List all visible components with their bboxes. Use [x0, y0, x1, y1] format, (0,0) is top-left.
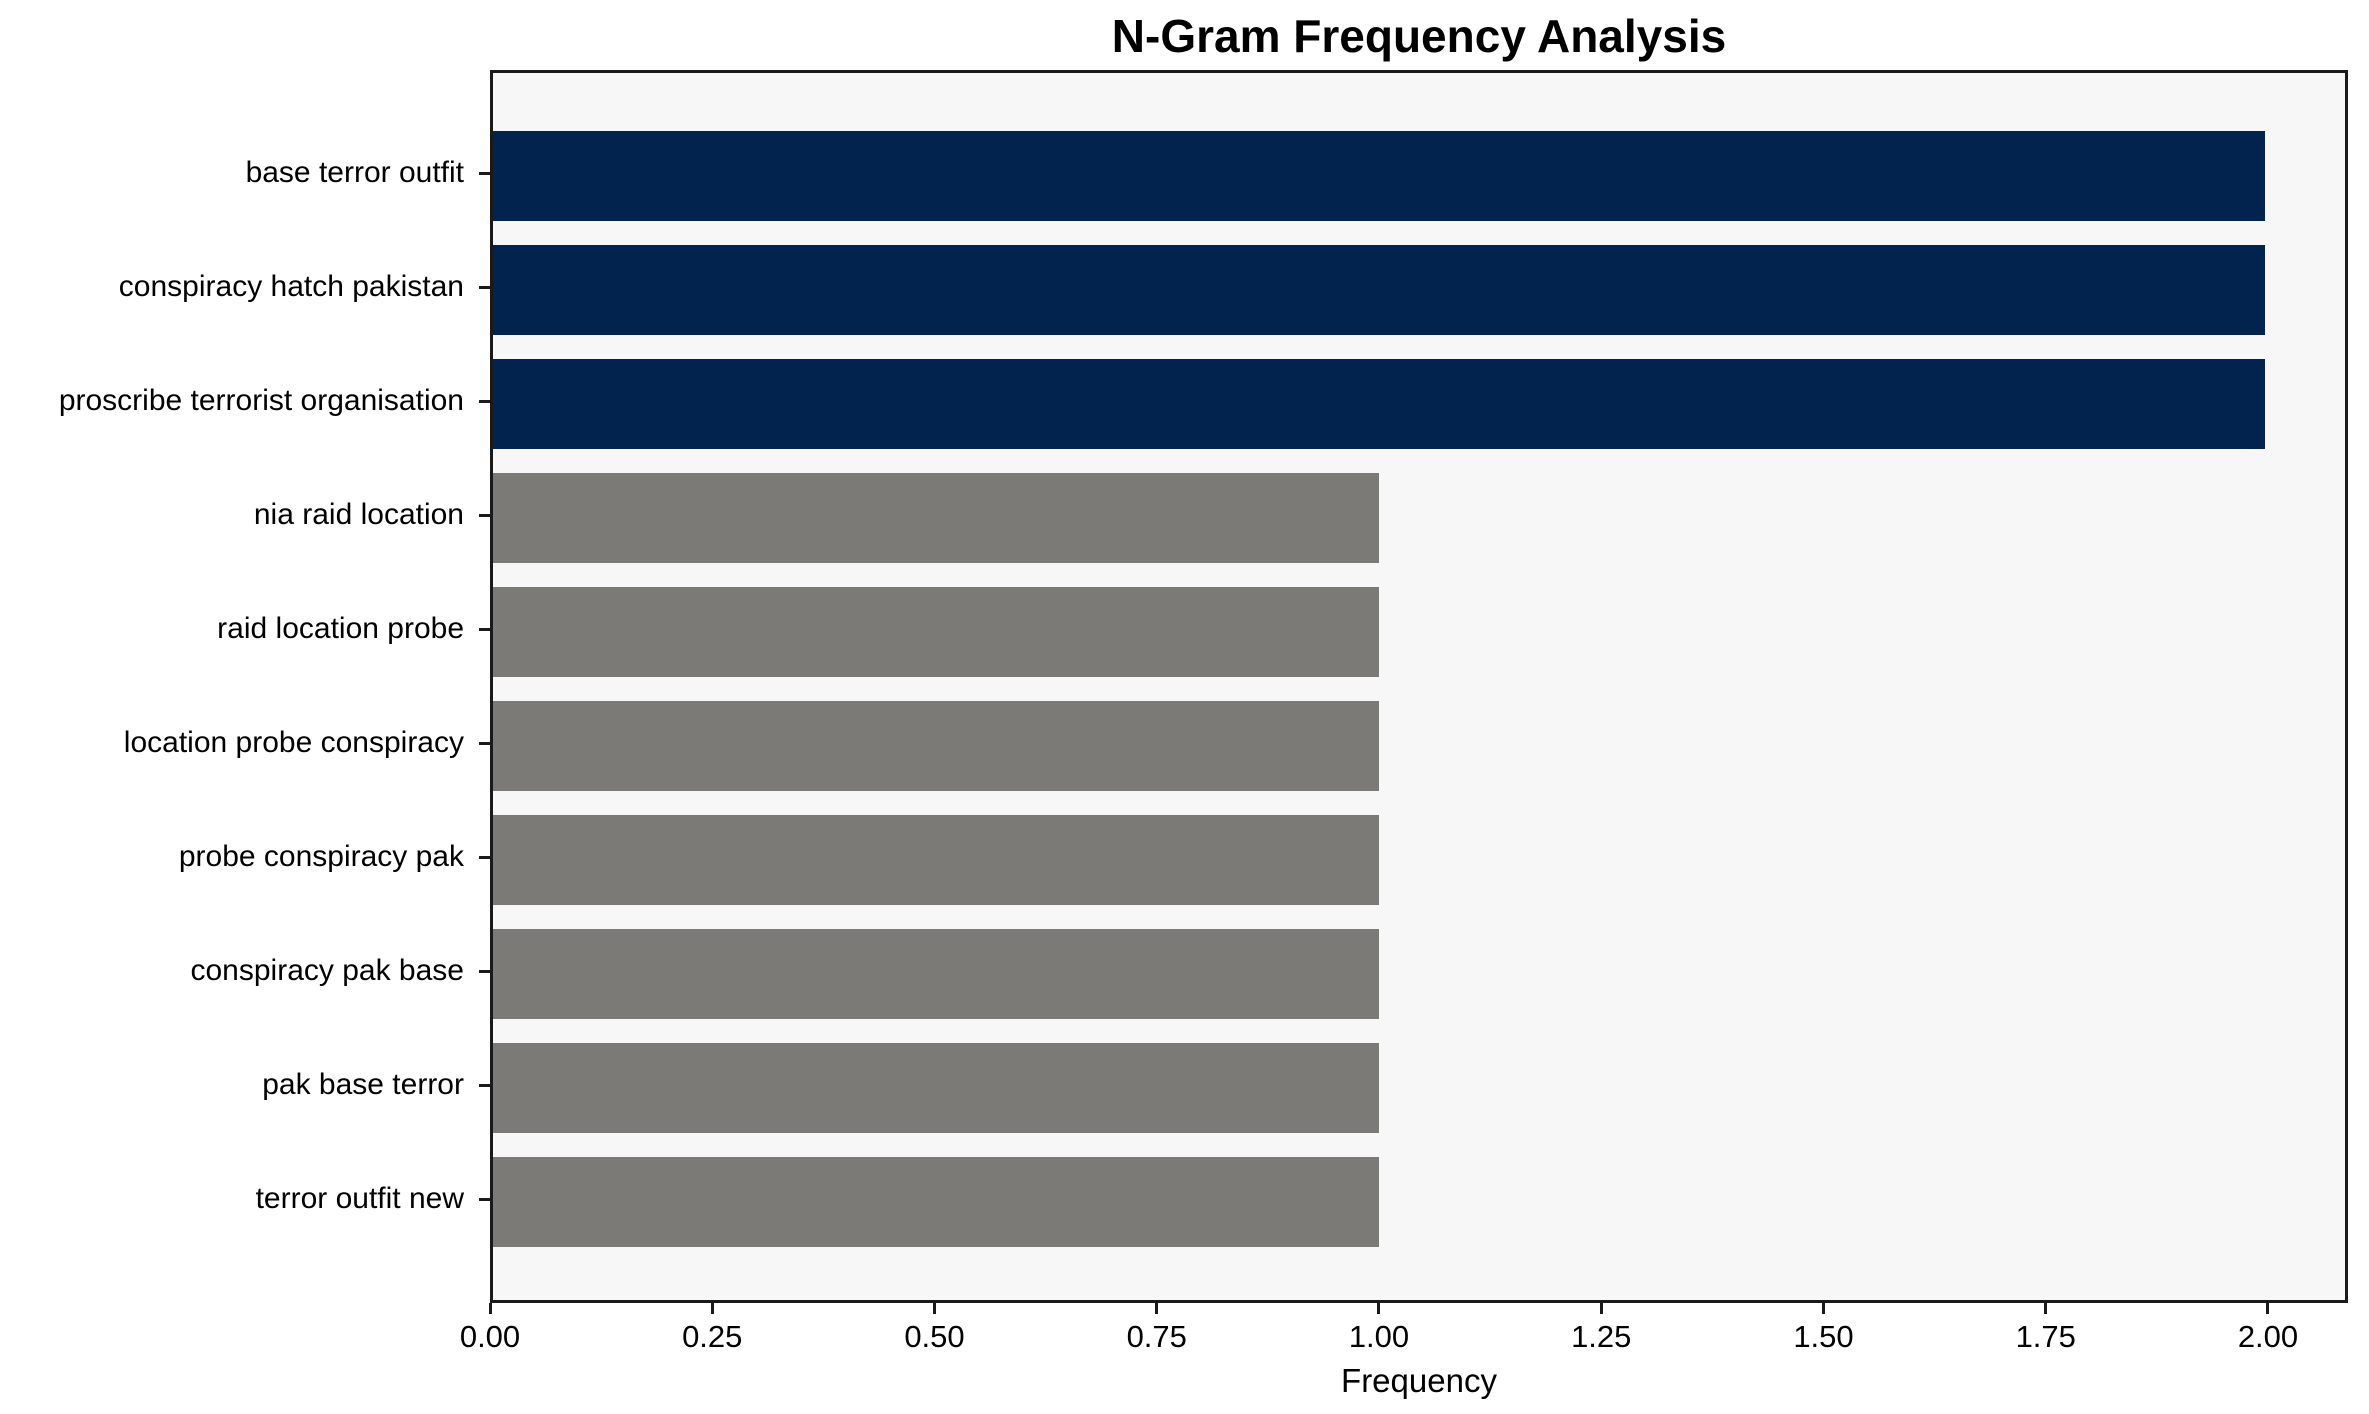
- y-tick-mark: [479, 285, 490, 289]
- y-tick-mark: [479, 399, 490, 403]
- x-tick-mark: [710, 1303, 714, 1314]
- bar-row: [493, 119, 2345, 233]
- x-tick-mark: [1599, 1303, 1603, 1314]
- x-tick-label: 1.75: [2015, 1319, 2076, 1354]
- x-tick-label: 0.75: [1126, 1319, 1187, 1354]
- bar-conspiracy-pak-base: [493, 929, 1380, 1019]
- x-tick-label: 1.50: [1793, 1319, 1854, 1354]
- bar-proscribe-terrorist-organisation: [493, 359, 2266, 449]
- x-tick-label: 1.25: [1571, 1319, 1632, 1354]
- bar-row: [493, 689, 2345, 803]
- x-tick-mark: [932, 1303, 936, 1314]
- y-tick-label: raid location probe: [217, 612, 464, 645]
- bar-row: [493, 1031, 2345, 1145]
- bar-row: [493, 461, 2345, 575]
- x-tick-mark: [2044, 1303, 2048, 1314]
- chart-title: N-Gram Frequency Analysis: [1111, 10, 1727, 62]
- x-tick-mark: [488, 1303, 492, 1314]
- bar-terror-outfit-new: [493, 1157, 1380, 1247]
- x-tick-label: 0.25: [682, 1319, 743, 1354]
- bars-container: [493, 73, 2345, 1300]
- y-tick-label: probe conspiracy pak: [178, 840, 464, 873]
- x-tick-label: 0.00: [459, 1319, 521, 1354]
- y-tick-label: conspiracy hatch pakistan: [118, 270, 464, 303]
- plot-area: [490, 70, 2348, 1303]
- bar-nia-raid-location: [493, 473, 1380, 563]
- x-tick-mark: [2266, 1303, 2270, 1314]
- x-tick-label: 0.50: [904, 1319, 965, 1354]
- y-tick-mark: [479, 627, 490, 631]
- bar-raid-location-probe: [493, 587, 1380, 677]
- x-tick-mark: [1155, 1303, 1159, 1314]
- x-axis-title: Frequency: [1341, 1362, 1497, 1399]
- y-tick-mark: [479, 741, 490, 745]
- bar-pak-base-terror: [493, 1043, 1380, 1133]
- y-tick-label: proscribe terrorist organisation: [58, 384, 464, 417]
- y-tick-mark: [479, 969, 490, 973]
- y-tick-mark: [479, 855, 490, 859]
- bar-row: [493, 803, 2345, 917]
- bar-row: [493, 347, 2345, 461]
- y-tick-mark: [479, 1197, 490, 1201]
- bar-row: [493, 917, 2345, 1031]
- x-tick-label: 2.00: [2237, 1319, 2299, 1354]
- bar-location-probe-conspiracy: [493, 701, 1380, 791]
- y-tick-label: terror outfit new: [255, 1182, 464, 1215]
- y-tick-label: pak base terror: [262, 1068, 464, 1101]
- y-tick-mark: [479, 513, 490, 517]
- y-tick-label: nia raid location: [253, 498, 464, 531]
- x-tick-mark: [1377, 1303, 1381, 1314]
- bar-row: [493, 575, 2345, 689]
- y-tick-label: conspiracy pak base: [190, 954, 465, 987]
- bar-conspiracy-hatch-pakistan: [493, 245, 2266, 335]
- x-tick-mark: [1821, 1303, 1825, 1314]
- bar-row: [493, 233, 2345, 347]
- y-tick-label: location probe conspiracy: [123, 726, 464, 759]
- y-tick-mark: [479, 171, 490, 175]
- y-tick-label: base terror outfit: [245, 156, 464, 189]
- bar-base-terror-outfit: [493, 131, 2266, 221]
- y-tick-mark: [479, 1083, 490, 1087]
- x-tick-label: 1.00: [1348, 1319, 1410, 1354]
- bar-row: [493, 1145, 2345, 1259]
- bar-probe-conspiracy-pak: [493, 815, 1380, 905]
